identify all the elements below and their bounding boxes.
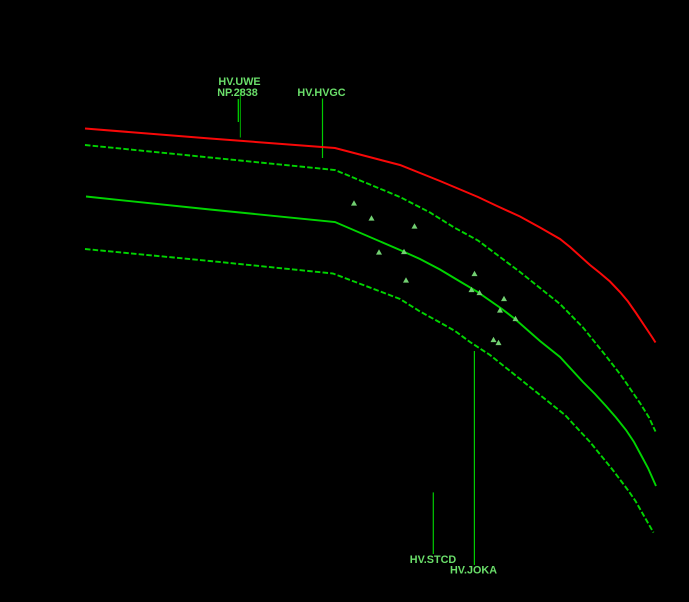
svg-text:HV.STCD: HV.STCD — [410, 554, 457, 566]
svg-text:HV.UWE: HV.UWE — [218, 76, 260, 88]
svg-text:HV.HVGC: HV.HVGC — [297, 87, 345, 99]
svg-text:NP.2838: NP.2838 — [217, 87, 258, 99]
svg-text:HV.JOKA: HV.JOKA — [450, 565, 497, 577]
